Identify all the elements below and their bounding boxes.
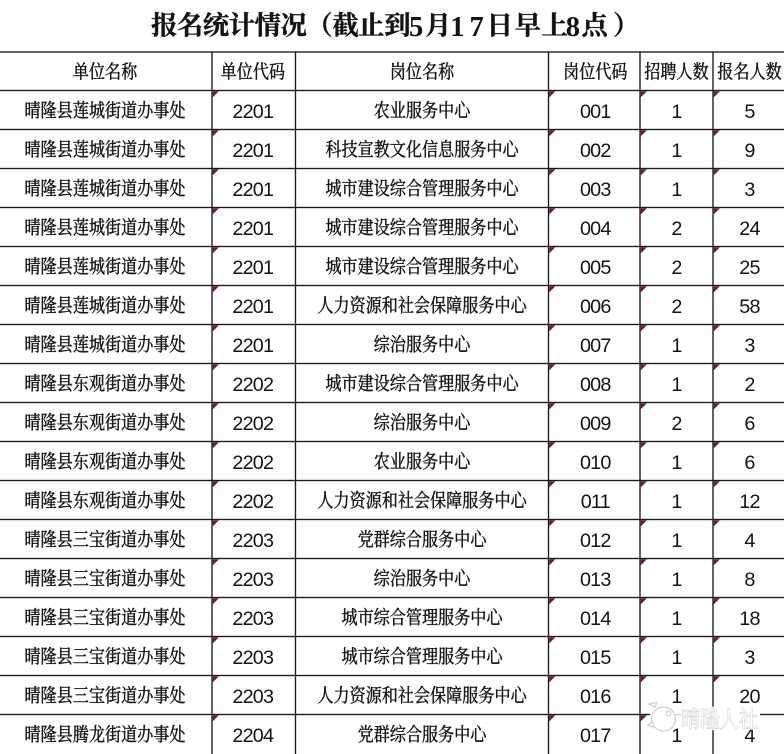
svg-text:20: 20 <box>739 686 760 708</box>
svg-text:017: 017 <box>580 725 611 747</box>
svg-text:1: 1 <box>671 179 682 201</box>
svg-text:008: 008 <box>580 374 611 396</box>
svg-text:2: 2 <box>671 296 681 318</box>
svg-text:2202: 2202 <box>232 452 273 474</box>
svg-text:006: 006 <box>580 296 611 318</box>
svg-text:2201: 2201 <box>232 257 274 279</box>
svg-text:005: 005 <box>580 257 611 279</box>
svg-text:2203: 2203 <box>232 686 274 708</box>
svg-text:9: 9 <box>744 140 755 162</box>
svg-text:18: 18 <box>739 608 760 630</box>
svg-text:2201: 2201 <box>232 101 274 123</box>
svg-text:3: 3 <box>744 335 755 357</box>
svg-text:010: 010 <box>580 452 611 474</box>
svg-text:2202: 2202 <box>232 491 273 513</box>
svg-text:2201: 2201 <box>232 179 274 201</box>
svg-text:5: 5 <box>409 12 423 43</box>
svg-text:1: 1 <box>671 452 682 474</box>
svg-text:4: 4 <box>744 725 755 747</box>
svg-text:1: 1 <box>671 335 682 357</box>
svg-text:25: 25 <box>739 257 760 279</box>
svg-text:3: 3 <box>744 647 755 669</box>
svg-text:2201: 2201 <box>232 335 274 357</box>
svg-text:012: 012 <box>580 530 611 552</box>
svg-text:1: 1 <box>671 374 682 396</box>
svg-text:2202: 2202 <box>232 374 273 396</box>
svg-text:2202: 2202 <box>232 413 273 435</box>
svg-text:7: 7 <box>470 12 484 43</box>
svg-text:1: 1 <box>671 140 682 162</box>
svg-text:6: 6 <box>744 452 755 474</box>
svg-text:1: 1 <box>450 12 464 43</box>
svg-text:24: 24 <box>739 218 760 240</box>
svg-text:007: 007 <box>580 335 611 357</box>
svg-text:2204: 2204 <box>232 725 274 747</box>
svg-text:1: 1 <box>671 647 682 669</box>
svg-text:6: 6 <box>744 413 755 435</box>
svg-text:12: 12 <box>739 491 759 513</box>
svg-text:2203: 2203 <box>232 608 274 630</box>
svg-text:2: 2 <box>671 257 681 279</box>
svg-text:5: 5 <box>744 101 755 123</box>
svg-text:009: 009 <box>580 413 611 435</box>
svg-text:002: 002 <box>580 140 611 162</box>
svg-text:003: 003 <box>580 179 611 201</box>
svg-text:8: 8 <box>566 12 580 43</box>
svg-text:1: 1 <box>671 686 682 708</box>
svg-text:1: 1 <box>671 491 682 513</box>
svg-text:013: 013 <box>580 569 611 591</box>
svg-text:2203: 2203 <box>232 569 274 591</box>
svg-text:1: 1 <box>671 569 682 591</box>
svg-text:1: 1 <box>671 608 682 630</box>
svg-text:004: 004 <box>580 218 611 240</box>
svg-text:2203: 2203 <box>232 530 274 552</box>
svg-text:8: 8 <box>744 569 755 591</box>
svg-text:2201: 2201 <box>232 140 274 162</box>
svg-text:2203: 2203 <box>232 647 274 669</box>
svg-text:2: 2 <box>744 374 754 396</box>
svg-text:016: 016 <box>580 686 611 708</box>
svg-text:2: 2 <box>671 218 681 240</box>
svg-text:2201: 2201 <box>232 296 274 318</box>
svg-text:1: 1 <box>671 530 682 552</box>
svg-text:2: 2 <box>671 413 681 435</box>
svg-text:1: 1 <box>671 725 682 747</box>
svg-text:011: 011 <box>581 491 611 513</box>
svg-text:014: 014 <box>580 608 611 630</box>
svg-text:4: 4 <box>744 530 755 552</box>
svg-text:58: 58 <box>739 296 760 318</box>
svg-text:1: 1 <box>671 101 682 123</box>
svg-text:015: 015 <box>580 647 611 669</box>
svg-text:2201: 2201 <box>232 218 274 240</box>
svg-text:3: 3 <box>744 179 755 201</box>
svg-text:001: 001 <box>580 101 611 123</box>
